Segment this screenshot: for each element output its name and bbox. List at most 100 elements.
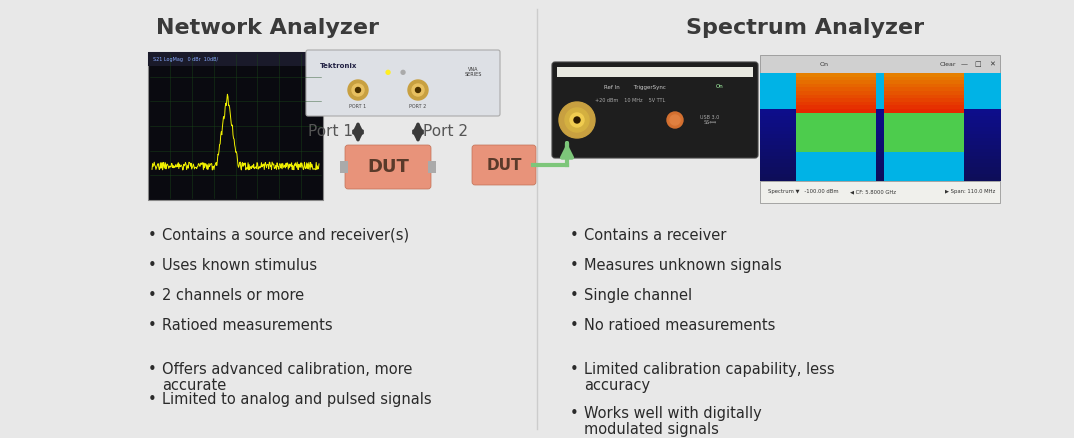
- Bar: [916, 134, 918, 138]
- Bar: [998, 116, 1001, 120]
- Bar: [764, 138, 767, 142]
- Bar: [842, 141, 844, 145]
- Bar: [786, 163, 788, 167]
- Bar: [940, 131, 943, 135]
- Bar: [788, 124, 790, 127]
- Bar: [760, 145, 763, 149]
- Bar: [937, 106, 939, 110]
- Bar: [996, 134, 999, 138]
- Bar: [968, 80, 971, 84]
- Bar: [986, 131, 988, 135]
- Bar: [821, 98, 823, 102]
- Bar: [932, 166, 934, 171]
- Bar: [772, 80, 774, 84]
- Bar: [964, 109, 967, 113]
- Bar: [822, 124, 825, 127]
- Bar: [976, 73, 978, 77]
- Bar: [821, 113, 823, 117]
- Bar: [800, 109, 802, 113]
- Bar: [842, 113, 844, 117]
- Bar: [800, 120, 802, 124]
- Bar: [928, 177, 930, 181]
- Bar: [836, 145, 839, 149]
- Bar: [972, 138, 974, 142]
- Bar: [770, 156, 772, 160]
- Bar: [978, 134, 981, 138]
- Bar: [848, 73, 851, 77]
- Bar: [821, 127, 823, 131]
- Bar: [842, 152, 844, 156]
- Bar: [916, 152, 918, 156]
- Bar: [814, 166, 816, 171]
- Bar: [970, 84, 972, 88]
- Circle shape: [355, 88, 361, 92]
- Bar: [842, 127, 844, 131]
- Bar: [784, 148, 786, 153]
- Bar: [906, 170, 909, 174]
- Bar: [982, 88, 985, 92]
- Bar: [792, 138, 795, 142]
- Bar: [800, 145, 802, 149]
- Bar: [824, 77, 827, 81]
- Bar: [844, 148, 846, 153]
- Bar: [790, 170, 793, 174]
- Bar: [860, 102, 862, 106]
- Bar: [879, 73, 881, 77]
- Bar: [786, 77, 788, 81]
- Bar: [886, 170, 888, 174]
- Bar: [908, 159, 911, 163]
- Bar: [858, 77, 860, 81]
- Bar: [912, 127, 914, 131]
- Bar: [840, 84, 842, 88]
- Bar: [888, 145, 890, 149]
- Bar: [904, 131, 906, 135]
- Bar: [777, 174, 779, 178]
- Bar: [930, 109, 932, 113]
- Bar: [778, 145, 781, 149]
- Bar: [960, 131, 962, 135]
- Bar: [782, 88, 784, 92]
- Bar: [860, 152, 862, 156]
- Bar: [863, 138, 867, 142]
- Bar: [880, 145, 883, 149]
- Bar: [916, 80, 918, 84]
- Bar: [794, 109, 797, 113]
- Bar: [816, 124, 818, 127]
- Text: •: •: [570, 406, 579, 421]
- Bar: [906, 109, 909, 113]
- Bar: [970, 177, 972, 181]
- Text: Limited calibration capability, less: Limited calibration capability, less: [584, 362, 834, 377]
- Bar: [760, 131, 763, 135]
- Bar: [982, 131, 985, 135]
- Bar: [954, 138, 957, 142]
- Bar: [814, 141, 816, 145]
- Bar: [850, 134, 853, 138]
- Bar: [932, 113, 934, 117]
- Bar: [810, 134, 813, 138]
- Bar: [960, 124, 962, 127]
- Bar: [860, 84, 862, 88]
- Bar: [932, 152, 934, 156]
- Bar: [926, 88, 929, 92]
- Bar: [870, 131, 872, 135]
- Bar: [821, 152, 823, 156]
- Bar: [848, 148, 851, 153]
- Bar: [822, 138, 825, 142]
- Bar: [794, 80, 797, 84]
- Bar: [934, 141, 937, 145]
- Bar: [904, 88, 906, 92]
- Bar: [862, 170, 865, 174]
- Bar: [921, 127, 925, 131]
- Bar: [760, 116, 763, 120]
- Bar: [808, 141, 811, 145]
- Bar: [972, 98, 974, 102]
- Bar: [920, 148, 923, 153]
- Bar: [982, 174, 985, 178]
- Bar: [928, 174, 930, 178]
- Bar: [896, 120, 899, 124]
- Bar: [924, 174, 927, 178]
- Bar: [932, 170, 934, 174]
- Bar: [761, 84, 765, 88]
- Bar: [870, 148, 872, 153]
- Bar: [850, 124, 853, 127]
